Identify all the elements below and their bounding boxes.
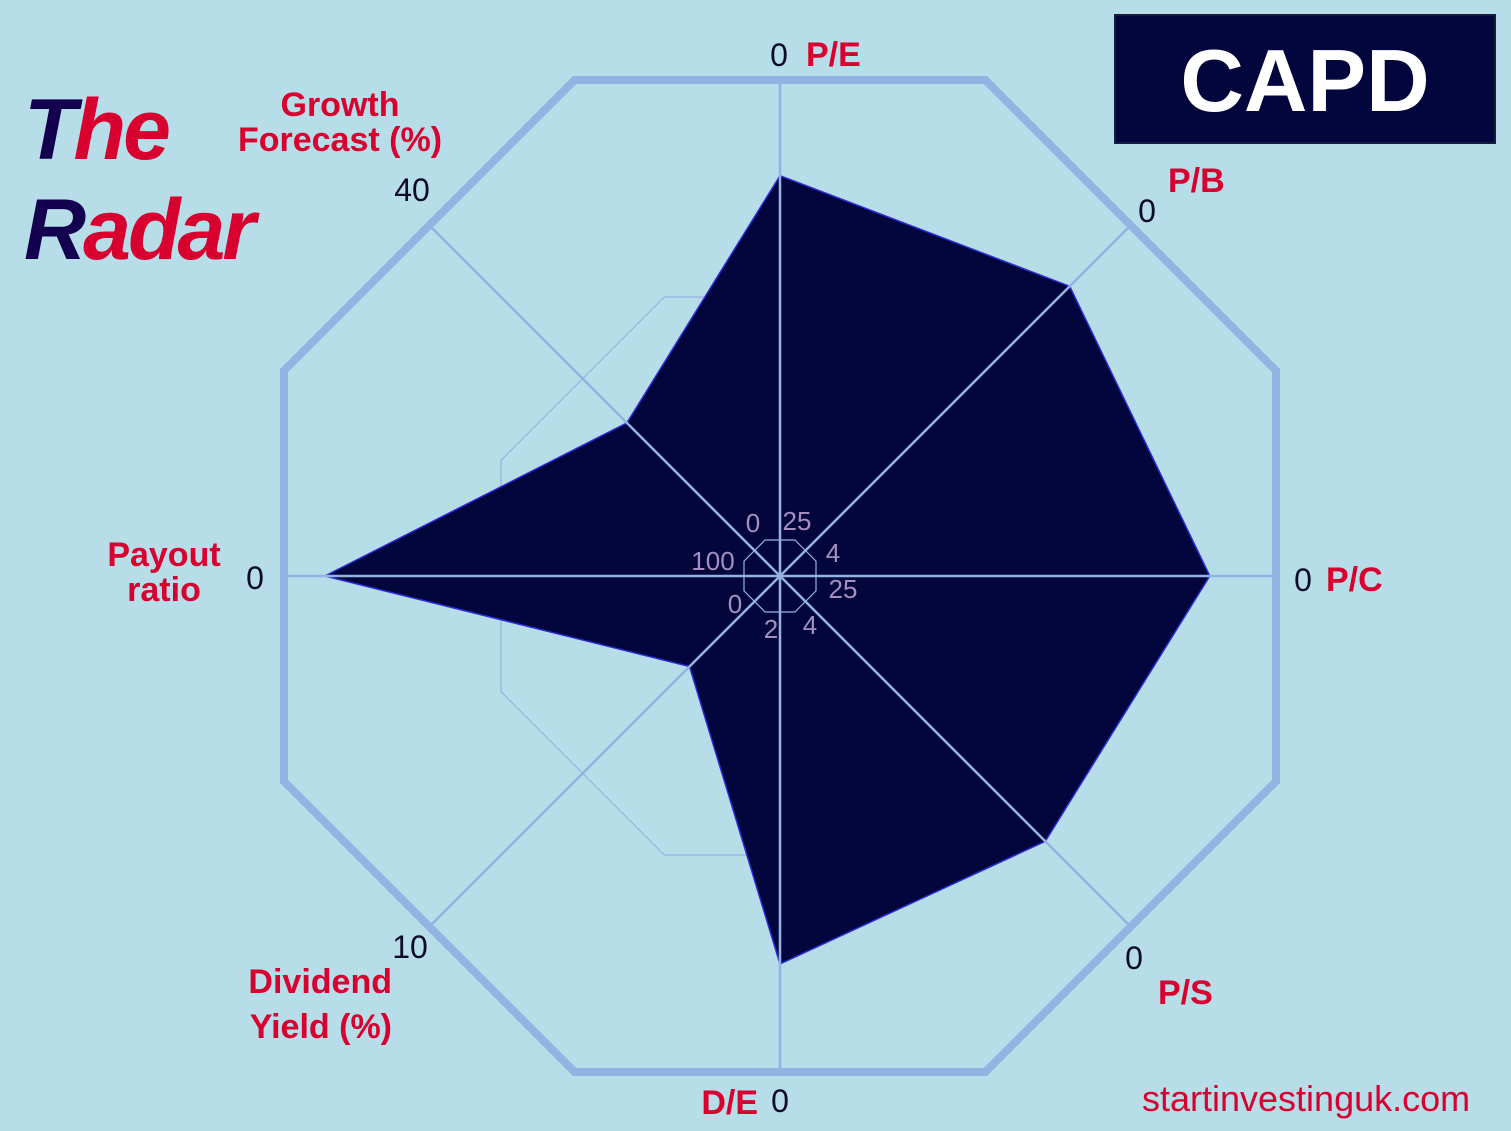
axis-line <box>428 575 781 928</box>
ticker-badge: CAPD <box>1114 14 1496 144</box>
inner-tick-label: 4 <box>826 538 840 568</box>
axis-label: P/S <box>1158 974 1213 1012</box>
brand-text: adar <box>83 182 256 278</box>
outer-tick-label: 0 <box>771 1083 789 1119</box>
outer-tick-label: 40 <box>394 172 430 208</box>
axis-label: Growth <box>281 86 400 124</box>
axis-label: ratio <box>127 571 201 609</box>
outer-tick-label: 10 <box>392 929 428 965</box>
inner-tick-label: 25 <box>829 574 858 604</box>
inner-tick-label: 100 <box>691 546 734 576</box>
axis-label: D/E <box>701 1084 758 1122</box>
brand-logo: The Radar <box>24 80 256 280</box>
axis-line <box>779 224 1132 577</box>
axis-line <box>428 224 781 577</box>
axis-label: P/B <box>1168 162 1225 200</box>
axis-label: P/E <box>806 36 861 74</box>
data-polygon <box>322 174 1211 965</box>
brand-letter: T <box>24 82 77 178</box>
inner-ring <box>743 539 817 613</box>
brand-text: he <box>73 82 171 178</box>
axis-label: Yield (%) <box>250 1008 392 1046</box>
outer-tick-label: 0 <box>246 560 264 596</box>
axis-label: Dividend <box>248 963 392 1001</box>
inner-tick-label: 2 <box>764 614 778 644</box>
inner-tick-label: 25 <box>783 506 812 536</box>
axis-label: P/C <box>1326 561 1383 599</box>
inner-tick-label: 4 <box>803 610 817 640</box>
outer-tick-label: 0 <box>770 37 788 73</box>
axis-line <box>779 575 1132 928</box>
axis-label: Payout <box>107 536 220 574</box>
inner-tick-label: 0 <box>746 508 760 538</box>
outer-tick-label: 0 <box>1294 562 1312 598</box>
axis-label: Forecast (%) <box>238 121 442 159</box>
outer-ring <box>280 76 1280 1076</box>
outer-tick-label: 0 <box>1125 940 1143 976</box>
website-link[interactable]: startinvestinguk.com <box>1142 1078 1471 1119</box>
brand-letter: R <box>24 182 86 278</box>
outer-tick-label: 0 <box>1138 193 1156 229</box>
inner-tick-label: 0 <box>728 589 742 619</box>
